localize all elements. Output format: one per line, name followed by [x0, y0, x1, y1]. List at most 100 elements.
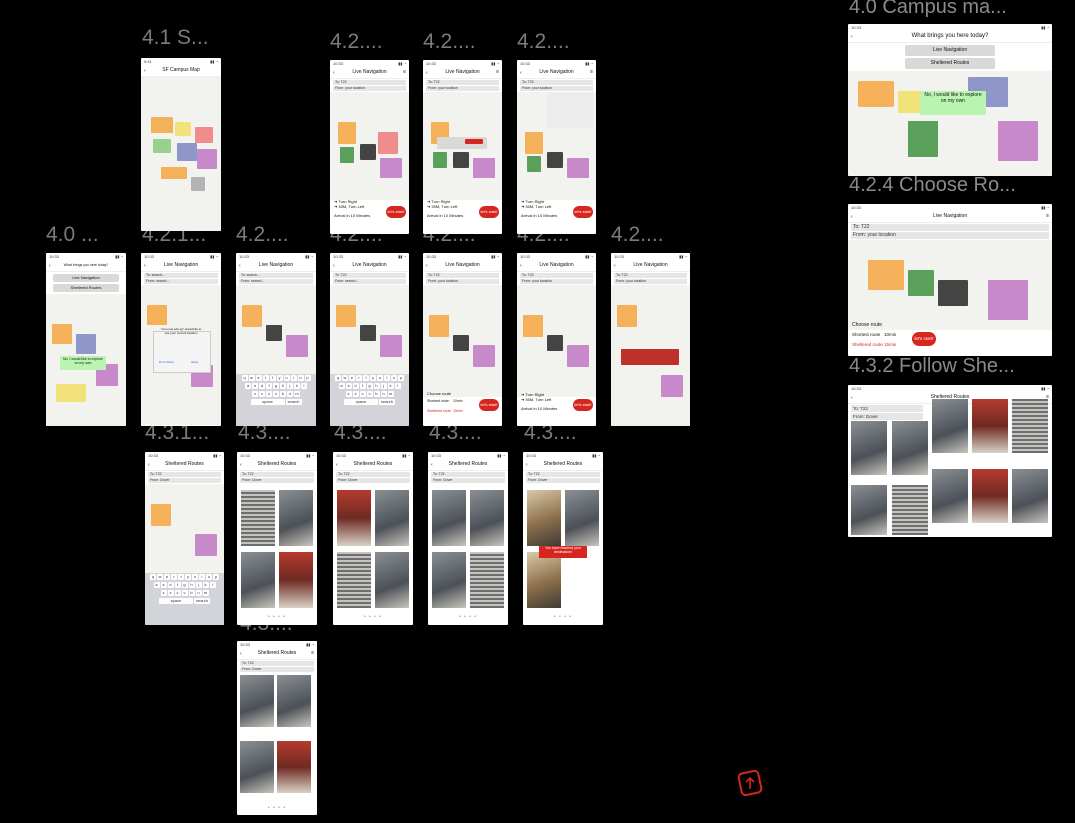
screen-location-permission[interactable]: 10:33 ▮▮ ◔ ‹ Live Navigation To: search...… [141, 253, 221, 426]
route-photo[interactable] [337, 490, 371, 546]
keyboard-key[interactable]: x [259, 391, 265, 397]
keyboard-key[interactable]: f [359, 383, 366, 389]
back-icon[interactable]: ‹ [239, 263, 241, 269]
keyboard-key[interactable]: u [377, 375, 383, 381]
from-field[interactable]: From: your location [520, 86, 593, 91]
sheltered-routes-button[interactable]: Sheltered Routes [905, 58, 995, 69]
screen-live-nav-d[interactable]: 10:33 ▮▮ ◔ ‹ Live Navigation To: T22 From:… [517, 253, 596, 426]
back-icon[interactable]: ‹ [426, 263, 428, 269]
explore-button[interactable]: No, I would like to explore on my own [60, 356, 106, 370]
menu-icon[interactable]: ≡ [1046, 213, 1049, 219]
keyboard-key[interactable]: g [181, 582, 188, 588]
to-field[interactable]: To: T22 [333, 80, 406, 85]
sheltered-routes-button[interactable]: Sheltered Routes [53, 284, 119, 292]
screen-live-nav-c[interactable]: 10:33 ▮▮ ◔ ‹ Live Navigation ≡ To: T22 From… [517, 60, 596, 234]
route-photo[interactable] [470, 552, 504, 608]
campus-map[interactable] [517, 92, 596, 200]
back-icon[interactable]: ‹ [520, 263, 522, 269]
keyboard-key[interactable]: q [335, 375, 341, 381]
sheltered-route-option[interactable]: Sheltered route [852, 342, 883, 347]
screen-search-keyboard-b[interactable]: 10:33 ▮▮ ◔ ‹ Live Navigation To: T22 From:… [330, 253, 409, 426]
keyboard-key[interactable]: t [269, 375, 276, 381]
from-field[interactable]: From: your location [333, 86, 406, 91]
screen-choose-route-large[interactable]: 10:33 ▮▮ ◔ ‹ Live Navigation ≡ To: T22 From… [848, 204, 1052, 356]
keyboard-key[interactable]: y [185, 574, 191, 580]
screen-sheltered-photos-1[interactable]: 10:33 ▮▮ ◔ ‹ Sheltered Routes To: T22 From… [237, 452, 317, 625]
keyboard-key[interactable]: z [160, 590, 167, 596]
route-photo[interactable] [241, 552, 275, 608]
back-icon[interactable]: ‹ [144, 263, 146, 269]
route-photo[interactable] [240, 675, 274, 727]
screen-sheltered-destination[interactable]: 10:33 ▮▮ ◔ ‹ Sheltered Routes To: T22 From… [523, 452, 603, 625]
keyboard-key[interactable]: v [366, 391, 373, 397]
permission-dialog[interactable] [153, 331, 211, 373]
start-button[interactable]: let's start! [479, 399, 499, 411]
keyboard-key[interactable]: j [287, 383, 293, 389]
to-field[interactable]: To: T22 [426, 80, 499, 85]
keyboard-key[interactable]: z [345, 391, 352, 397]
keyboard-key[interactable]: a [153, 582, 160, 588]
keyboard-key[interactable]: t [363, 375, 369, 381]
start-button[interactable]: let's start! [573, 206, 593, 218]
campus-map[interactable] [330, 92, 409, 200]
keyboard-key[interactable]: c [359, 391, 366, 397]
back-icon[interactable]: ‹ [240, 462, 242, 468]
keyboard-key[interactable]: y [276, 375, 283, 381]
to-field[interactable]: To: T22 [148, 472, 221, 477]
menu-icon[interactable]: ≡ [311, 650, 314, 656]
back-icon[interactable]: ‹ [520, 70, 522, 76]
keyboard-key[interactable]: b [280, 391, 286, 397]
live-navigation-button[interactable]: Live Navigation [53, 274, 119, 282]
page-indicator[interactable]: • • • • [267, 805, 287, 811]
from-field[interactable]: From: Dover [240, 478, 314, 483]
from-field[interactable]: From: Dover [851, 413, 923, 420]
frame-label-4-2-a[interactable]: 4.2.... [330, 30, 383, 53]
keyboard-key[interactable]: v [181, 590, 188, 596]
back-icon[interactable]: ‹ [144, 68, 146, 74]
frame-label-4-2-d[interactable]: 4.2.... [236, 223, 289, 246]
page-indicator[interactable]: • • • • [458, 614, 478, 620]
route-photo[interactable] [279, 490, 313, 546]
back-icon[interactable]: ‹ [240, 651, 242, 657]
keyboard-key[interactable]: y [370, 375, 376, 381]
back-icon[interactable]: ‹ [426, 70, 428, 76]
to-field[interactable]: To: search... [144, 273, 218, 278]
route-photo[interactable] [892, 485, 928, 535]
keyboard-key[interactable]: r [171, 574, 177, 580]
keyboard-key[interactable]: u [283, 375, 290, 381]
keyboard-key[interactable]: e [349, 375, 355, 381]
route-photo[interactable] [892, 421, 928, 475]
keyboard-key[interactable]: c [174, 590, 181, 596]
from-field[interactable]: From: Dover [431, 478, 505, 483]
keyboard-key[interactable]: o [297, 375, 304, 381]
to-field[interactable]: To: T22 [526, 472, 600, 477]
screen-search-keyboard-a[interactable]: 10:33 ▮▮ ◔ ‹ Live Navigation To: search...… [236, 253, 316, 426]
keyboard-key[interactable]: s [160, 582, 167, 588]
keyboard-key[interactable]: l [209, 582, 216, 588]
menu-icon[interactable]: ≡ [590, 69, 593, 75]
to-field[interactable]: To: T22 [336, 472, 410, 477]
keyboard-key[interactable]: m [294, 391, 300, 397]
to-field[interactable]: To: T22 [614, 273, 687, 278]
keyboard-key[interactable]: k [387, 383, 394, 389]
campus-map[interactable] [423, 92, 502, 200]
keyboard-key[interactable]: s [252, 383, 258, 389]
route-photo[interactable] [337, 552, 371, 608]
search-key[interactable]: search [194, 598, 210, 604]
route-photo[interactable] [565, 490, 599, 546]
back-icon[interactable]: ‹ [526, 462, 528, 468]
route-photo[interactable] [972, 469, 1008, 523]
keyboard-key[interactable]: j [195, 582, 202, 588]
keyboard-key[interactable]: w [342, 375, 348, 381]
alert-dialog[interactable] [621, 349, 679, 365]
keyboard-key[interactable]: e [164, 574, 170, 580]
frame-label-4-2-b[interactable]: 4.2.... [423, 30, 476, 53]
campus-map[interactable] [145, 484, 224, 584]
route-popup-button[interactable] [465, 139, 483, 144]
keyboard-key[interactable]: i [384, 375, 390, 381]
keyboard-key[interactable]: i [199, 574, 205, 580]
page-indicator[interactable]: • • • • [267, 614, 287, 620]
screen-campus-welcome-large[interactable]: 10:33 ▮▮ ◔ ‹ What brings you here today? L… [848, 24, 1052, 176]
